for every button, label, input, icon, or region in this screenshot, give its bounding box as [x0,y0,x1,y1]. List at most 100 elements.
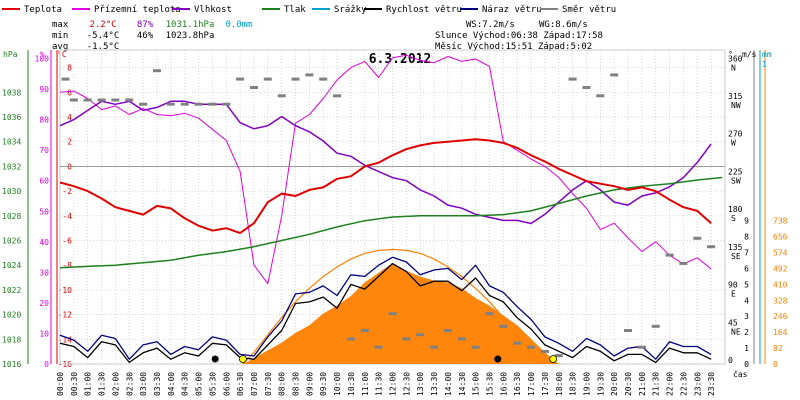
tick-x: 16:30 [513,372,522,396]
tick-ms: 2 [744,328,749,337]
tick-x: 04:00 [167,372,176,396]
tick-temp: -4 [62,212,72,221]
series-layer [59,54,723,364]
tick-wm2: 0 [773,360,778,369]
tick-hpa: 1026 [2,237,21,246]
tick-x: 21:30 [652,372,661,396]
tick-x: 23:30 [707,372,716,396]
tick-x: 12:00 [389,372,398,396]
tick-hpa: 1024 [2,261,21,270]
tick-dir-deg: 90 [728,281,738,290]
tick-pct: 90 [39,85,49,94]
wind-dir-mark [291,77,300,81]
tick-hpa: 1038 [2,88,21,97]
wind-dir-mark [374,345,383,349]
wind-dir-mark [457,337,466,341]
info-block: WS:7.2m/s WG:8.6m/s Slunce Východ:06:38 … [435,20,603,52]
wind-dir-mark [624,329,632,332]
stat-min-label: min [52,31,68,41]
info-wg: WG:8.6m/s [539,20,588,30]
series-wind_speed [59,262,712,364]
tick-wm2: 328 [773,296,788,305]
wind-dir-mark [360,329,369,332]
tick-x: 03:00 [139,372,148,396]
legend: Teplota Přízemní teplota Vlhkost Tlak Srážky… [2,5,616,15]
legend-label-wind_speed: Rychlost větru [386,5,462,15]
tick-temp: -8 [62,261,72,270]
stat-avg-label: avg [52,42,68,52]
tick-pct: 80 [39,116,49,125]
tick-dir-card: E [731,290,736,299]
wind-dir-mark [665,253,674,257]
wind-dir-mark [111,98,120,102]
tick-wm2: 738 [773,217,788,226]
tick-x: 11:30 [375,372,384,396]
tick-dir-deg: 315 [728,92,743,101]
tick-x: 21:00 [638,372,647,396]
wind-dir-mark [707,245,716,249]
tick-x: 00:30 [70,372,79,396]
stat-max-label: max [52,20,69,30]
tick-dir-card: SW [731,176,741,185]
tick-x: 01:00 [84,372,93,396]
tick-hpa: 1020 [2,311,21,320]
axis-mm-top: 1 [762,60,767,69]
moon-marker [494,355,502,363]
tick-temp: 2 [67,138,72,147]
tick-ms: 5 [744,280,749,289]
stat-min-hum: 46% [137,31,154,41]
wind-dir-mark [333,94,342,98]
wind-dir-mark [125,98,134,102]
axis-mm-unit: mm [762,50,772,59]
tick-ms: 4 [744,296,749,305]
tick-x: 18:30 [569,372,578,396]
tick-x: 01:30 [98,372,107,396]
series-solar [242,263,559,364]
wind-dir-mark [346,337,355,341]
series-feels_like [59,54,712,285]
tick-wm2: 492 [773,264,788,273]
tick-ms: 6 [744,264,749,273]
tick-x: 13:00 [416,372,425,396]
wind-dir-mark [222,102,231,106]
wind-dir-mark [540,349,549,353]
tick-x: 06:30 [236,372,245,396]
axes: hPa% °C1038103610341032103010281026102410… [2,50,788,369]
tick-wm2: 574 [773,249,788,258]
tick-x: 19:30 [596,372,605,396]
tick-x: 20:30 [624,372,633,396]
tick-wm2: 246 [773,312,788,321]
moon-marker [211,355,219,363]
wind-dir-mark [499,324,508,328]
wind-dir-mark [305,73,314,77]
legend-label-temperature: Teplota [24,5,62,15]
tick-x: 04:30 [181,372,190,396]
stat-max-press: 1031.1hPa [166,20,215,30]
tick-x: 15:00 [472,372,481,396]
axis-temp-unit: °C [57,50,67,59]
wind-dir-mark [402,337,411,341]
wind-dir-mark [236,77,245,81]
tick-dir-card: SE [731,252,741,261]
stat-avg-temp: -1.5°C [87,42,120,52]
tick-x: 22:00 [666,372,675,396]
tick-temp: -10 [58,286,73,295]
tick-x: 08:30 [292,372,301,396]
wind-dir-mark [637,345,646,349]
tick-hpa: 1028 [2,212,21,221]
tick-x: 23:00 [693,372,702,396]
tick-dir-deg: 360 [728,54,743,63]
info-ws: WS:7.2m/s [466,20,515,30]
stat-min-press: 1023.8hPa [166,31,215,41]
legend-label-humidity: Vlhkost [194,5,232,15]
legend-label-pressure: Tlak [284,5,306,15]
tick-x: 22:30 [679,372,688,396]
wind-dir-mark [139,102,148,106]
tick-pct: 50 [39,207,49,216]
tick-temp: 8 [67,64,72,73]
tick-x: 14:00 [444,372,453,396]
tick-ms: 9 [744,217,749,226]
tick-hpa: 1030 [2,187,21,196]
legend-label-rain: Srážky [334,5,367,15]
